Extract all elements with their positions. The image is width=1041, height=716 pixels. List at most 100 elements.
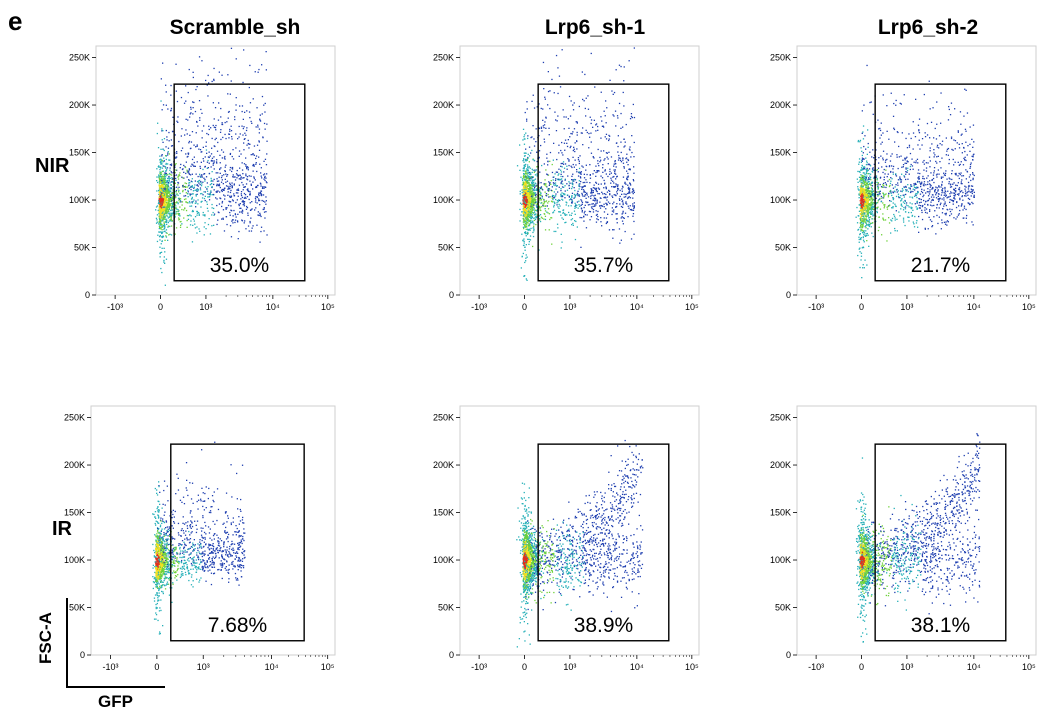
event-dot bbox=[578, 188, 580, 190]
event-dot bbox=[156, 180, 158, 182]
event-dot bbox=[522, 179, 524, 182]
event-dot bbox=[599, 156, 601, 159]
event-dot bbox=[216, 150, 219, 152]
event-dot bbox=[212, 160, 214, 162]
event-dot bbox=[158, 209, 160, 211]
event-dot bbox=[541, 130, 543, 132]
event-dot bbox=[556, 158, 558, 161]
event-dot bbox=[205, 228, 207, 230]
event-dot bbox=[592, 190, 594, 192]
y-tick-label: 250K bbox=[770, 53, 791, 63]
event-dot bbox=[972, 178, 974, 181]
event-dot bbox=[247, 214, 249, 216]
event-dot bbox=[568, 211, 570, 214]
event-dot bbox=[165, 172, 167, 175]
event-dot bbox=[261, 187, 264, 189]
event-dot bbox=[523, 192, 525, 194]
event-dot bbox=[194, 189, 196, 191]
event-dot bbox=[573, 178, 576, 181]
event-dot bbox=[601, 205, 603, 207]
event-dot bbox=[530, 198, 532, 201]
event-dot bbox=[589, 203, 591, 206]
event-dot bbox=[531, 190, 533, 192]
event-dot bbox=[861, 168, 863, 170]
event-dot bbox=[876, 179, 878, 181]
event-dot bbox=[169, 159, 171, 161]
event-dot bbox=[952, 149, 954, 151]
event-dot bbox=[627, 175, 629, 177]
event-dot bbox=[970, 195, 972, 197]
event-dot bbox=[175, 179, 177, 181]
event-dot bbox=[196, 86, 198, 88]
event-dot bbox=[953, 139, 955, 141]
event-dot bbox=[158, 189, 160, 191]
event-dot bbox=[196, 214, 198, 216]
event-dot bbox=[524, 187, 526, 189]
event-dot bbox=[175, 207, 177, 209]
event-dot bbox=[164, 230, 166, 232]
event-dot bbox=[255, 126, 257, 128]
event-dot bbox=[868, 198, 870, 201]
event-dot bbox=[579, 216, 581, 219]
event-dot bbox=[222, 217, 224, 219]
event-dot bbox=[248, 111, 251, 113]
event-dot bbox=[158, 215, 160, 217]
event-dot bbox=[177, 182, 180, 184]
event-dot bbox=[189, 113, 191, 115]
event-dot bbox=[167, 177, 169, 180]
event-dot bbox=[524, 261, 526, 264]
event-dot bbox=[551, 217, 553, 219]
event-dot bbox=[600, 137, 602, 139]
event-dot bbox=[564, 214, 566, 216]
event-dot bbox=[230, 130, 233, 132]
event-dot bbox=[603, 187, 605, 189]
event-dot bbox=[574, 205, 576, 208]
event-dot bbox=[159, 191, 161, 193]
event-dot bbox=[170, 203, 172, 205]
event-dot bbox=[221, 200, 224, 203]
event-dot bbox=[525, 220, 527, 222]
event-dot bbox=[618, 102, 621, 105]
event-dot bbox=[250, 154, 252, 156]
event-dot bbox=[193, 186, 195, 188]
event-dot bbox=[523, 190, 526, 192]
event-dot bbox=[244, 132, 246, 134]
event-dot bbox=[161, 204, 163, 206]
event-dot bbox=[163, 256, 165, 258]
event-dot bbox=[534, 194, 537, 196]
event-dot bbox=[532, 182, 535, 184]
event-dot bbox=[538, 150, 541, 152]
event-dot bbox=[170, 145, 173, 147]
event-dot bbox=[864, 234, 866, 237]
event-dot bbox=[162, 219, 164, 221]
event-dot bbox=[188, 140, 191, 143]
event-dot bbox=[627, 187, 629, 189]
event-dot bbox=[165, 176, 167, 178]
event-dot bbox=[523, 242, 525, 244]
event-dot bbox=[530, 176, 533, 178]
event-dot bbox=[212, 124, 214, 127]
event-dot bbox=[162, 148, 164, 150]
event-dot bbox=[962, 191, 964, 194]
event-dot bbox=[610, 156, 613, 158]
event-dot bbox=[876, 208, 878, 210]
event-dot bbox=[578, 180, 580, 182]
event-dot bbox=[522, 209, 524, 211]
event-dot bbox=[559, 211, 561, 213]
event-dot bbox=[574, 205, 577, 207]
event-dot bbox=[876, 191, 878, 193]
event-dot bbox=[595, 214, 598, 216]
event-dot bbox=[163, 149, 165, 152]
event-dot bbox=[581, 211, 583, 213]
event-dot bbox=[617, 159, 620, 161]
event-dot bbox=[886, 105, 888, 107]
event-dot bbox=[525, 178, 527, 180]
event-dot bbox=[877, 188, 879, 190]
event-dot bbox=[609, 202, 611, 205]
event-dot bbox=[229, 187, 231, 190]
event-dot bbox=[539, 207, 541, 209]
event-dot bbox=[525, 213, 527, 215]
event-dot bbox=[545, 193, 548, 195]
event-dot bbox=[256, 224, 258, 226]
event-dot bbox=[193, 144, 195, 146]
